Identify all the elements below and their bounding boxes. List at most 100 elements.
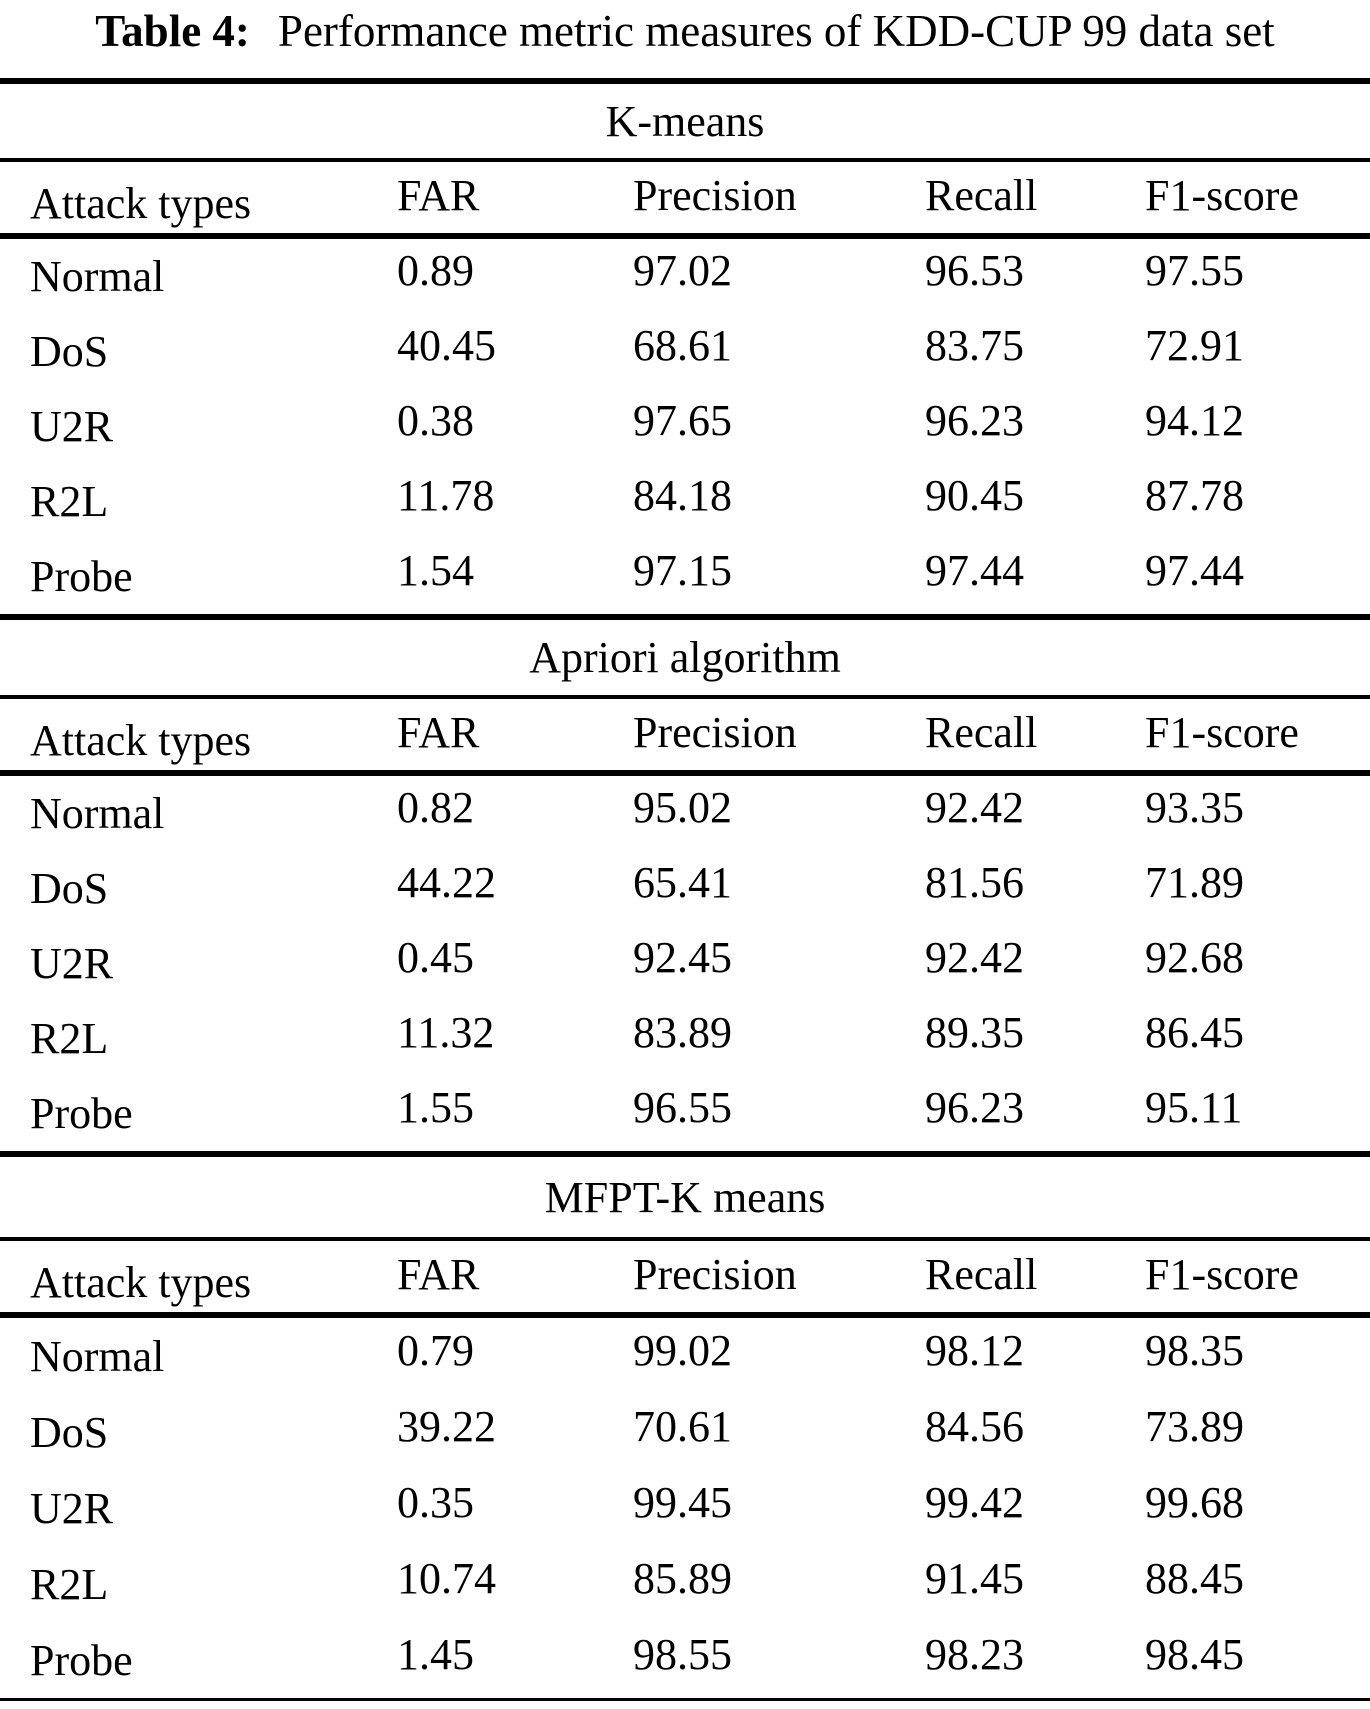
- table-row: R2L 11.78 84.18 90.45 87.78: [0, 464, 1370, 539]
- section-title-rule: [0, 695, 1370, 699]
- attack-type-label: U2R: [30, 1483, 114, 1533]
- header-precision: Precision: [633, 1250, 797, 1299]
- table-row: U2R 0.35 99.45 99.42 99.68: [0, 1470, 1370, 1546]
- metric-value: 97.44: [1145, 546, 1244, 595]
- header-far: FAR: [397, 1250, 480, 1299]
- metric-value: 0.38: [397, 396, 474, 445]
- metric-value: 68.61: [633, 321, 732, 370]
- table-row: Probe 1.45 98.55 98.23 98.45: [0, 1622, 1370, 1698]
- metric-value: 0.79: [397, 1325, 474, 1375]
- header-f1-score: F1-score: [1145, 1250, 1299, 1299]
- table-caption: Table 4: Performance metric measures of …: [0, 0, 1370, 78]
- attack-type-label: Normal: [30, 252, 165, 301]
- table-row: DoS 39.22 70.61 84.56 73.89: [0, 1394, 1370, 1470]
- table-caption-text: Performance metric measures of KDD-CUP 9…: [277, 6, 1275, 56]
- table-row: DoS 40.45 68.61 83.75 72.91: [0, 314, 1370, 389]
- attack-type-label: U2R: [30, 939, 114, 988]
- metric-value: 0.82: [397, 783, 474, 832]
- header-f1-score: F1-score: [1145, 171, 1299, 220]
- header-attack-types: Attack types: [30, 1258, 252, 1307]
- metric-value: 93.35: [1145, 783, 1244, 832]
- metric-value: 92.42: [925, 933, 1024, 982]
- metric-value: 1.45: [397, 1629, 474, 1679]
- metric-value: 89.35: [925, 1008, 1024, 1057]
- table-section-mfpt-kmeans: MFPT-K means Attack types FAR Precision Rec…: [0, 1157, 1370, 1701]
- section-title: MFPT-K means: [544, 1172, 826, 1222]
- metric-value: 87.78: [1145, 471, 1244, 520]
- metric-value: 99.45: [633, 1477, 732, 1527]
- metric-value: 98.55: [633, 1629, 732, 1679]
- header-precision: Precision: [633, 708, 797, 757]
- header-far: FAR: [397, 708, 480, 757]
- header-row: Attack types FAR Precision Recall F1-score: [0, 162, 1370, 233]
- header-recall: Recall: [925, 708, 1038, 757]
- table-row: Probe 1.54 97.15 97.44 97.44: [0, 539, 1370, 614]
- metric-value: 91.45: [925, 1553, 1024, 1603]
- metric-value: 0.89: [397, 246, 474, 295]
- metric-value: 0.45: [397, 933, 474, 982]
- metric-value: 83.75: [925, 321, 1024, 370]
- header-recall: Recall: [925, 1250, 1038, 1299]
- metric-value: 65.41: [633, 858, 732, 907]
- metric-value: 39.22: [397, 1401, 496, 1451]
- attack-type-label: R2L: [30, 477, 109, 526]
- metric-value: 90.45: [925, 471, 1024, 520]
- metric-value: 96.23: [925, 396, 1024, 445]
- metric-value: 94.12: [1145, 396, 1244, 445]
- metric-value: 44.22: [397, 858, 496, 907]
- section-title: Apriori algorithm: [529, 633, 841, 682]
- metric-value: 92.42: [925, 783, 1024, 832]
- header-attack-types: Attack types: [30, 179, 252, 228]
- metric-value: 83.89: [633, 1008, 732, 1057]
- table-row: DoS 44.22 65.41 81.56 71.89: [0, 851, 1370, 926]
- header-far: FAR: [397, 171, 480, 220]
- metric-value: 81.56: [925, 858, 1024, 907]
- attack-type-label: Normal: [30, 1331, 165, 1381]
- metric-value: 85.89: [633, 1553, 732, 1603]
- metric-value: 92.68: [1145, 933, 1244, 982]
- metric-value: 99.42: [925, 1477, 1024, 1527]
- metric-value: 1.55: [397, 1083, 474, 1132]
- metric-value: 99.68: [1145, 1477, 1244, 1527]
- metric-value: 97.65: [633, 396, 732, 445]
- metric-value: 88.45: [1145, 1553, 1244, 1603]
- attack-type-label: U2R: [30, 402, 114, 451]
- table-section-apriori: Apriori algorithm Attack types FAR Precisi…: [0, 620, 1370, 1157]
- table-row: R2L 10.74 85.89 91.45 88.45: [0, 1546, 1370, 1622]
- table-row: Normal 0.79 99.02 98.12 98.35: [0, 1318, 1370, 1394]
- attack-type-label: Normal: [30, 789, 165, 838]
- metric-value: 99.02: [633, 1325, 732, 1375]
- metric-value: 71.89: [1145, 858, 1244, 907]
- metric-value: 40.45: [397, 321, 496, 370]
- metric-value: 1.54: [397, 546, 474, 595]
- attack-type-label: DoS: [30, 327, 109, 376]
- section-title-rule: [0, 158, 1370, 162]
- header-precision: Precision: [633, 171, 797, 220]
- metric-value: 97.02: [633, 246, 732, 295]
- table-row: Normal 0.89 97.02 96.53 97.55: [0, 239, 1370, 314]
- metric-value: 84.18: [633, 471, 732, 520]
- metric-value: 97.55: [1145, 246, 1244, 295]
- metric-value: 11.32: [397, 1008, 495, 1057]
- metric-value: 84.56: [925, 1401, 1024, 1451]
- metric-value: 86.45: [1145, 1008, 1244, 1057]
- header-rule: [0, 233, 1370, 239]
- header-attack-types: Attack types: [30, 716, 252, 765]
- table-caption-label: Table 4:: [95, 6, 250, 56]
- section-title-rule: [0, 1237, 1370, 1241]
- table-body: Normal 0.89 97.02 96.53 97.55 DoS 40.45 68.61 83…: [0, 239, 1370, 614]
- metric-value: 10.74: [397, 1553, 496, 1603]
- header-row: Attack types FAR Precision Recall F1-score: [0, 1241, 1370, 1312]
- table-row: Probe 1.55 96.55 96.23 95.11: [0, 1076, 1370, 1151]
- metric-value: 96.55: [633, 1083, 732, 1132]
- header-row: Attack types FAR Precision Recall F1-score: [0, 699, 1370, 770]
- metric-value: 96.53: [925, 246, 1024, 295]
- header-recall: Recall: [925, 171, 1038, 220]
- section-end-rule: [0, 1151, 1370, 1157]
- attack-type-label: DoS: [30, 864, 109, 913]
- header-rule: [0, 1312, 1370, 1318]
- metric-value: 96.23: [925, 1083, 1024, 1132]
- section-end-rule: [0, 614, 1370, 620]
- section-title: K-means: [605, 96, 765, 146]
